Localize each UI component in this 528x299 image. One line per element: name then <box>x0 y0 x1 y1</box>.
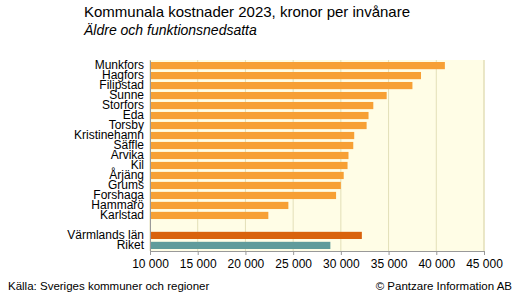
x-tick-label: 20 000 <box>228 257 265 271</box>
credit: © Pantzare Information AB <box>376 280 513 292</box>
x-tick-label: 45 000 <box>466 257 503 271</box>
grid-line <box>150 60 151 251</box>
bar <box>150 162 348 169</box>
y-axis: MunkforsHagforsFilipstadSunneStorforsEda… <box>67 58 150 252</box>
plot-frame <box>484 60 485 251</box>
bar <box>150 102 373 109</box>
grid-line <box>484 60 485 251</box>
x-tick-mark <box>341 251 342 255</box>
y-tick-label: Riket <box>117 238 145 252</box>
x-tick: 30 000 <box>323 251 360 271</box>
x-tick-label: 40 000 <box>418 257 455 271</box>
bar <box>150 142 353 149</box>
x-tick: 15 000 <box>180 251 217 271</box>
bar <box>150 182 341 189</box>
y-axis-line <box>150 61 151 252</box>
x-tick: 35 000 <box>371 251 408 271</box>
x-tick: 40 000 <box>418 251 455 271</box>
x-tick: 20 000 <box>228 251 265 271</box>
plot-background <box>150 60 484 251</box>
y-tick: Riket <box>117 238 145 252</box>
x-tick-label: 15 000 <box>180 257 217 271</box>
x-tick-mark <box>150 251 151 255</box>
chart: Kommunala kostnader 2023, kronor per inv… <box>0 0 528 299</box>
bar <box>150 202 288 209</box>
x-tick: 10 000 <box>132 251 169 271</box>
x-tick-label: 25 000 <box>275 257 312 271</box>
y-tick-label: Karlstad <box>100 208 144 222</box>
x-tick-mark <box>198 251 199 255</box>
bar <box>150 82 412 89</box>
bars <box>150 62 445 249</box>
x-tick-label: 30 000 <box>323 257 360 271</box>
x-tick-mark <box>436 251 437 255</box>
bar <box>150 112 369 119</box>
y-tick: Karlstad <box>100 208 144 222</box>
x-tick-mark <box>245 251 246 255</box>
bar <box>150 132 354 139</box>
bar <box>150 152 348 159</box>
grid-line <box>436 60 437 251</box>
x-tick-mark <box>484 251 485 255</box>
bar <box>150 242 330 249</box>
bar <box>150 72 421 79</box>
bar <box>150 192 336 199</box>
x-tick-mark <box>389 251 390 255</box>
x-axis: 10 000 15 000 20 000 25 000 30 000 35 000 40 0… <box>132 251 503 271</box>
x-tick: 45 000 <box>466 251 503 271</box>
bar <box>150 122 367 129</box>
source: Källa: Sveriges kommuner och regioner <box>8 280 210 292</box>
bar <box>150 212 268 219</box>
bar <box>150 62 445 69</box>
bar <box>150 172 344 179</box>
bar <box>150 232 362 239</box>
x-tick: 25 000 <box>275 251 312 271</box>
bar <box>150 92 387 99</box>
x-axis-line <box>151 252 485 256</box>
x-tick-label: 35 000 <box>371 257 408 271</box>
title: Kommunala kostnader 2023, kronor per inv… <box>84 3 410 20</box>
x-tick-mark <box>293 251 294 255</box>
x-tick-label: 10 000 <box>132 257 169 271</box>
subtitle: Äldre och funktionsnedsatta <box>83 22 257 38</box>
grid <box>150 60 484 251</box>
